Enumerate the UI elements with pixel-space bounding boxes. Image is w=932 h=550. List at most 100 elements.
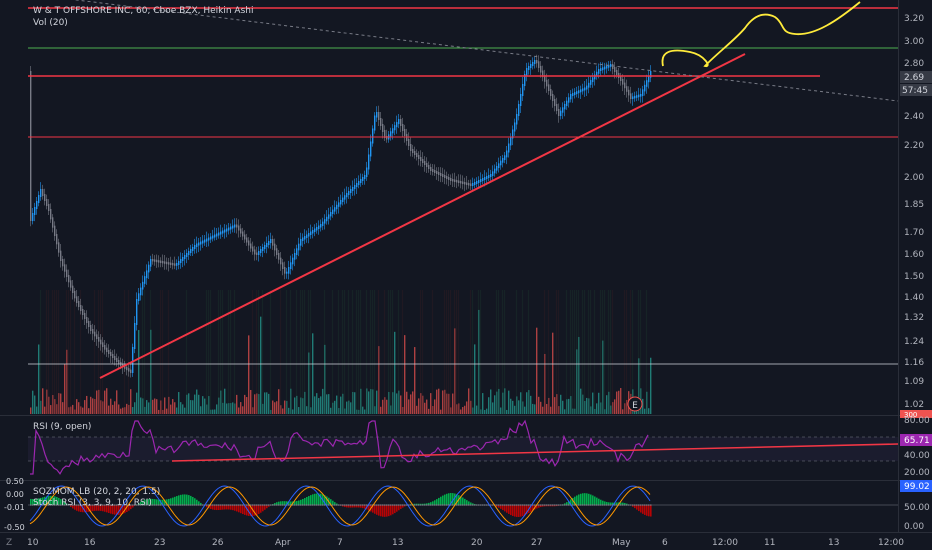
- sqz-bar: [312, 494, 314, 505]
- volume-bar: [196, 389, 198, 414]
- earnings-marker[interactable]: E: [627, 396, 643, 412]
- sqz-bar: [54, 496, 56, 505]
- volume-bar: [622, 409, 624, 414]
- oscillator-right-axis[interactable]: 50.00 0.00: [904, 503, 930, 532]
- sqz-bar: [586, 493, 588, 505]
- candle-body: [358, 181, 360, 185]
- sqz-dot: [246, 504, 248, 506]
- sqzmom-legend[interactable]: SQZMOM_LB (20, 2, 20, 1.5): [33, 487, 160, 497]
- volume-bar: [578, 336, 580, 414]
- sqz-bar: [470, 502, 472, 505]
- sqz-bar: [564, 503, 566, 505]
- volume-legend[interactable]: Vol (20): [33, 18, 68, 28]
- sqz-bar: [222, 505, 224, 510]
- volume-bar: [304, 391, 306, 414]
- volume-bar: [272, 400, 274, 414]
- volume-bar: [290, 388, 292, 414]
- volume-bar: [92, 398, 94, 414]
- volume-bar: [126, 403, 128, 414]
- sqz-dot: [348, 504, 350, 506]
- volume-bar: [638, 358, 640, 414]
- volume-bar: [540, 401, 542, 414]
- price-projection-drawing[interactable]: [661, 1, 861, 67]
- sqz-dot: [260, 504, 262, 506]
- candle-body: [256, 252, 258, 255]
- rsi-legend[interactable]: RSI (9, open): [33, 422, 91, 432]
- volume-bar: [124, 407, 126, 414]
- volume-bar: [108, 405, 110, 414]
- stoch-rsi-legend[interactable]: Stoch RSI (3, 3, 9, 10, RSI): [33, 498, 152, 508]
- candle-body: [238, 225, 240, 231]
- candle-body: [378, 112, 380, 120]
- sqz-dot: [424, 504, 426, 506]
- candle-body: [44, 194, 46, 201]
- sqz-bar: [380, 505, 382, 517]
- candle-body: [250, 243, 252, 249]
- volume-bar: [182, 404, 184, 414]
- volume-bar: [62, 402, 64, 414]
- symbol-legend[interactable]: W & T OFFSHORE INC, 60, Cboe BZX, Heikin…: [33, 6, 253, 16]
- sqz-bar: [48, 495, 50, 505]
- volume-bar: [386, 399, 388, 414]
- sqz-dot: [184, 504, 186, 506]
- sqz-bar: [200, 502, 202, 505]
- price-pane[interactable]: [0, 0, 898, 414]
- osc-left-tick: 0.50: [6, 477, 24, 486]
- price-axis[interactable]: 3.203.002.802.602.402.202.001.851.701.60…: [904, 14, 924, 410]
- sqz-dot: [588, 504, 590, 506]
- rsi-axis[interactable]: 80.00 40.00 20.00: [904, 416, 930, 478]
- rising-support-trendline[interactable]: [99, 53, 746, 379]
- time-tick: 26: [212, 538, 224, 548]
- volume-bar: [238, 407, 240, 414]
- candle-body: [502, 158, 504, 163]
- volume-bar: [212, 409, 214, 414]
- sqz-bar: [308, 496, 310, 505]
- candle-body: [584, 87, 586, 91]
- candle-body: [58, 242, 60, 253]
- sqz-dot: [350, 504, 352, 506]
- volume-bar: [94, 399, 96, 414]
- volume-bar: [46, 389, 48, 414]
- sqz-bar: [520, 505, 522, 517]
- volume-bar: [650, 357, 652, 414]
- descending-dashed-trendline[interactable]: [28, 0, 899, 102]
- candle-body: [644, 84, 646, 92]
- candle-body: [390, 131, 392, 137]
- candle-body: [430, 167, 432, 171]
- volume-bar: [602, 340, 604, 414]
- volume-bar: [70, 406, 72, 414]
- sqz-dot: [550, 504, 552, 506]
- candle-body: [504, 155, 506, 160]
- sqz-dot: [430, 504, 432, 506]
- candle-body: [582, 88, 584, 92]
- sqz-dot: [132, 504, 134, 506]
- volume-bar: [280, 405, 282, 414]
- sqz-bar: [36, 498, 38, 505]
- candle-body: [570, 94, 572, 100]
- timezone-z-label[interactable]: Z: [6, 538, 12, 548]
- sqz-dot: [30, 504, 32, 506]
- volume-bar: [520, 392, 522, 414]
- candle-body: [622, 79, 624, 85]
- sqz-dot: [560, 504, 562, 506]
- sqz-bar: [274, 503, 276, 505]
- candle-body: [56, 234, 58, 245]
- sqz-dot: [556, 504, 558, 506]
- time-axis[interactable]: 10 16 23 26 Apr 7 13 20 27 May 6 12:00 11 13 12:00: [27, 538, 904, 548]
- volume-bars: [30, 290, 652, 414]
- volume-bar: [174, 402, 176, 414]
- rsi-trendline[interactable]: [171, 443, 899, 462]
- sqz-dot: [116, 504, 118, 506]
- candle-body: [230, 226, 232, 230]
- price-tick: 1.09: [904, 377, 924, 387]
- sqz-bar: [128, 505, 130, 511]
- sqz-dot: [598, 504, 600, 506]
- candle-body: [112, 354, 114, 358]
- volume-bar: [538, 396, 540, 414]
- rsi-tick: 80.00: [904, 416, 930, 426]
- volume-bar: [614, 399, 616, 414]
- sqz-dot: [538, 504, 540, 506]
- candle-body: [152, 259, 154, 262]
- sqz-dot: [186, 504, 188, 506]
